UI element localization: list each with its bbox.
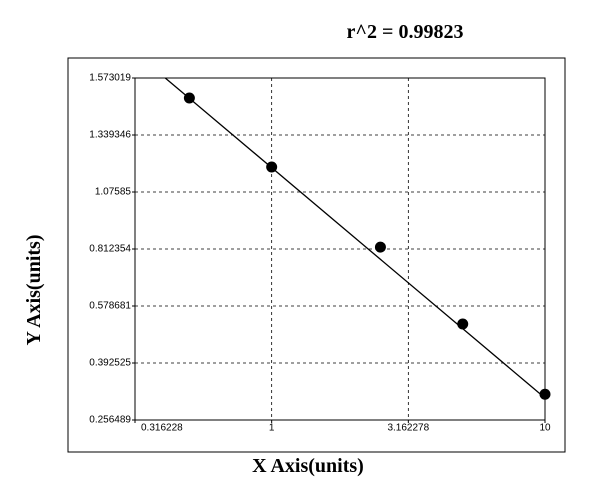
chart-title: r^2 = 0.99823 [347,21,464,43]
fit-line [164,77,546,399]
data-point [457,318,469,330]
y-tick-label: 0.392525 [89,358,131,369]
x-tick-label: 1 [269,423,275,434]
x-tick-label: 3.162278 [387,423,429,434]
data-point [374,241,386,253]
y-tick-label: 0.812354 [89,244,131,255]
x-axis-label: X Axis(units) [252,455,364,477]
y-axis-label: Y Axis(units) [23,235,45,346]
x-tick-label: 0.316228 [141,423,183,434]
y-tick-label: 1.573019 [89,73,131,84]
data-point [539,388,551,400]
data-point [266,161,278,173]
data-point [183,92,195,104]
y-tick-label: 1.07585 [95,187,132,198]
y-tick-label: 1.339346 [89,130,131,141]
y-tick-label: 0.578681 [89,301,131,312]
x-tick-label: 10 [539,423,551,434]
y-tick-label: 0.256489 [89,415,131,426]
panel-border [67,57,566,453]
